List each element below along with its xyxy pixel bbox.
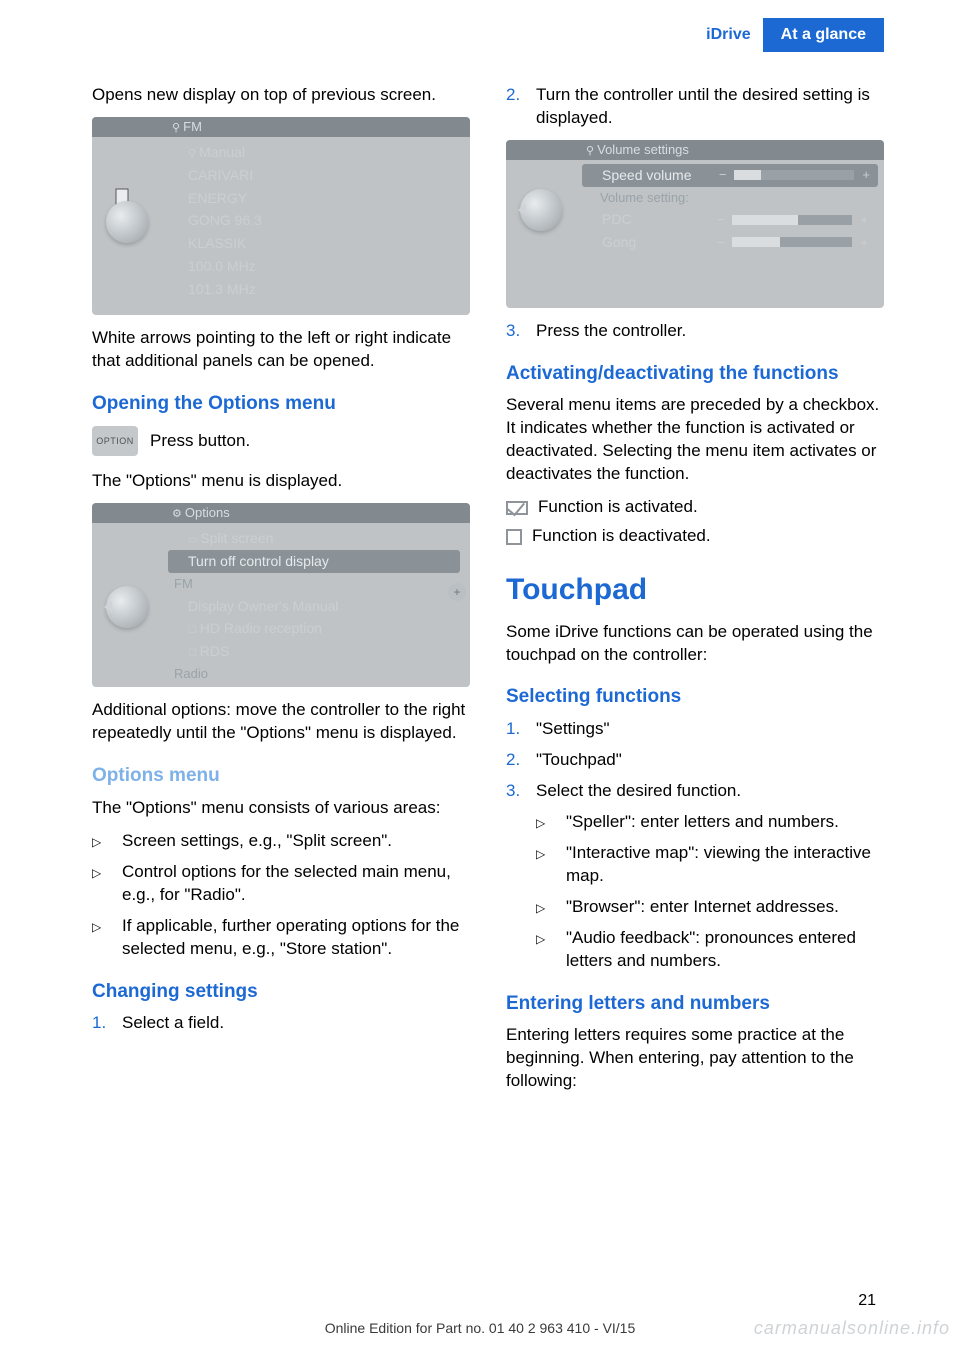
list-item: ▷Control options for the selected main m… (92, 861, 470, 907)
header-section: iDrive (706, 24, 750, 46)
options-bullet-list: ▷Screen settings, e.g., "Split screen". … (92, 830, 470, 961)
volume-row-selected: Speed volume −+ (582, 164, 878, 187)
right-column: 2.Turn the controller until the desired … (506, 84, 884, 1103)
function-deactivated-row: Function is deactivated. (506, 525, 884, 548)
press-button-text: Press button. (150, 430, 250, 453)
entering-text: Entering letters requires some practice … (506, 1024, 884, 1093)
list-item: CARIVARI (168, 164, 460, 187)
heading-touchpad: Touchpad (506, 570, 884, 611)
list-item: Display Owner's Manual (168, 595, 460, 618)
list-item: ☐ RDS (168, 640, 460, 663)
options-list: ▭ Split screen Turn off control display … (162, 523, 470, 687)
list-item: ▷"Audio feedback": pronounces entered le… (536, 927, 884, 973)
triangle-bullet-icon: ▷ (536, 927, 566, 947)
volume-header: ⚲ Volume settings (506, 140, 884, 160)
list-item: ⚲ Manual (168, 141, 460, 164)
options-screenshot: ⚙ Options ▭ Split screen Turn off contro… (92, 503, 470, 687)
triangle-bullet-icon: ▷ (92, 915, 122, 935)
list-item: ▭ Split screen (168, 527, 460, 550)
heading-activating: Activating/deactivating the functions (506, 361, 884, 387)
heading-entering-letters: Entering letters and numbers (506, 991, 884, 1017)
list-item: ▷Screen settings, e.g., "Split screen". (92, 830, 470, 853)
list-item: KLASSIK (168, 232, 460, 255)
fm-header: ⚲ FM (92, 117, 470, 137)
fm-screenshot: ⚲ FM ⚲ Manual CARIVARI ENERGY GONG 96.3 … (92, 117, 470, 315)
list-item: 2.Turn the controller until the desired … (506, 84, 884, 130)
activating-text: Several menu items are preceded by a che… (506, 394, 884, 486)
options-displayed-text: The "Options" menu is displayed. (92, 470, 470, 493)
list-item: 3.Select the desired function. (506, 780, 884, 803)
heading-changing-settings: Changing settings (92, 979, 470, 1005)
page-number: 21 (858, 1290, 876, 1312)
list-item: 2."Touchpad" (506, 749, 884, 772)
options-consists-text: The "Options" menu consists of various a… (92, 797, 470, 820)
list-item: ▷"Speller": enter letters and numbers. (536, 811, 884, 834)
changing-steps-list: 1.Select a field. (92, 1012, 470, 1035)
list-item: 3.Press the controller. (506, 320, 884, 343)
function-off-label: Function is deactivated. (532, 525, 711, 548)
list-item: 1.Select a field. (92, 1012, 470, 1035)
triangle-bullet-icon: ▷ (536, 811, 566, 831)
header-title: At a glance (763, 18, 884, 52)
page-header: iDrive At a glance (706, 20, 884, 50)
options-header: ⚙ Options (92, 503, 470, 523)
triangle-bullet-icon: ▷ (536, 896, 566, 916)
triangle-bullet-icon: ▷ (92, 830, 122, 850)
volume-screenshot: ⚲ Volume settings Speed volume −+ Volume… (506, 140, 884, 308)
volume-row: PDC −+ (582, 208, 878, 231)
function-activated-row: Function is activated. (506, 496, 884, 519)
press-button-row: OPTION Press button. (92, 426, 470, 456)
content-area: Opens new display on top of previous scr… (0, 0, 960, 1103)
checkbox-on-icon (506, 501, 528, 515)
selecting-bullet-list: ▷"Speller": enter letters and numbers. ▷… (506, 811, 884, 973)
controller-knob (506, 160, 576, 260)
checkbox-off-icon (506, 529, 522, 545)
controller-knob (92, 523, 162, 687)
option-button-icon: OPTION (92, 426, 138, 456)
list-section: FM (168, 573, 460, 595)
watermark: carmanualsonline.info (754, 1316, 950, 1340)
function-on-label: Function is activated. (538, 496, 698, 519)
changing-steps-list-cont: 2.Turn the controller until the desired … (506, 84, 884, 130)
list-item: ENERGY (168, 187, 460, 210)
list-item: 101.3 MHz (168, 278, 460, 301)
list-item: 100.0 MHz (168, 255, 460, 278)
fm-list: ⚲ Manual CARIVARI ENERGY GONG 96.3 KLASS… (162, 137, 470, 307)
list-section: Radio (168, 663, 460, 685)
additional-options-text: Additional options: move the controller … (92, 699, 470, 745)
list-item: ☐ HD Radio reception (168, 617, 460, 640)
list-item-selected: Turn off control display (168, 550, 460, 573)
heading-opening-options: Opening the Options menu (92, 391, 470, 417)
step3-list: 3.Press the controller. (506, 320, 884, 343)
triangle-bullet-icon: ▷ (536, 842, 566, 862)
volume-row: Gong −+ (582, 231, 878, 254)
list-item: ▷"Browser": enter Internet addresses. (536, 896, 884, 919)
heading-selecting-functions: Selecting functions (506, 684, 884, 710)
left-column: Opens new display on top of previous scr… (92, 84, 470, 1103)
list-item: 1."Settings" (506, 718, 884, 741)
touchpad-text: Some iDrive functions can be operated us… (506, 621, 884, 667)
list-item: ▷"Interactive map": viewing the interact… (536, 842, 884, 888)
list-item: GONG 96.3 (168, 209, 460, 232)
volume-subhead: Volume setting: (582, 187, 878, 209)
triangle-bullet-icon: ▷ (92, 861, 122, 881)
arrows-note: White arrows pointing to the left or rig… (92, 327, 470, 373)
heading-options-menu: Options menu (92, 763, 470, 789)
intro-text: Opens new display on top of previous scr… (92, 84, 470, 107)
list-item: ▷If applicable, further operating option… (92, 915, 470, 961)
selecting-steps-list: 1."Settings" 2."Touchpad" 3.Select the d… (506, 718, 884, 803)
volume-list: Speed volume −+ Volume setting: PDC −+ G… (576, 160, 884, 260)
